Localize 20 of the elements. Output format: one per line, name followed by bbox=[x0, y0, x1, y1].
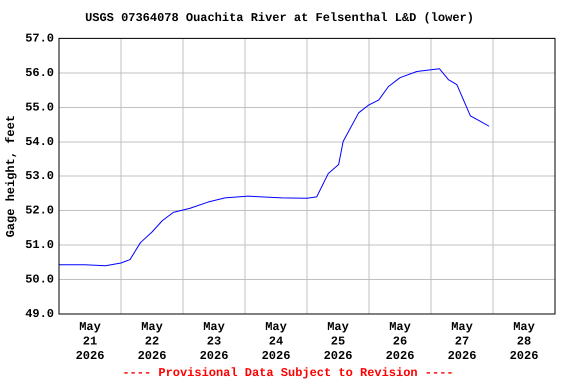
x-tick-label: May 23 2026 bbox=[200, 320, 228, 364]
x-tick-label: May 25 2026 bbox=[324, 320, 352, 364]
y-axis-title: Gage height, feet bbox=[4, 114, 18, 238]
y-tick-label: 55.0 bbox=[25, 100, 54, 114]
x-tick-label: May 24 2026 bbox=[262, 320, 290, 364]
x-tick-label: May 26 2026 bbox=[386, 320, 414, 364]
y-tick-label: 53.0 bbox=[25, 169, 54, 184]
y-tick-label: 51.0 bbox=[25, 238, 54, 252]
text: ---- Provisional Data Subject to Revision ---- bbox=[121, 366, 455, 380]
x-tick-label: May 27 2026 bbox=[448, 320, 476, 364]
x-tick-label: May 21 2026 bbox=[76, 320, 104, 364]
y-tick-label: 54.0 bbox=[25, 134, 54, 149]
chart-title: USGS 07364078 Ouachita River at Felsenthal L&D (lower) bbox=[85, 11, 474, 26]
x-tick-label: May 22 2026 bbox=[138, 320, 166, 364]
x-tick-label: May 28 2026 bbox=[510, 320, 538, 364]
y-tick-label: 56.0 bbox=[25, 66, 54, 80]
y-tick-label: 49.0 bbox=[25, 307, 54, 322]
y-tick-label: 57.0 bbox=[25, 31, 54, 46]
y-tick-label: 52.0 bbox=[25, 204, 54, 218]
y-tick-label: 50.0 bbox=[25, 272, 54, 287]
